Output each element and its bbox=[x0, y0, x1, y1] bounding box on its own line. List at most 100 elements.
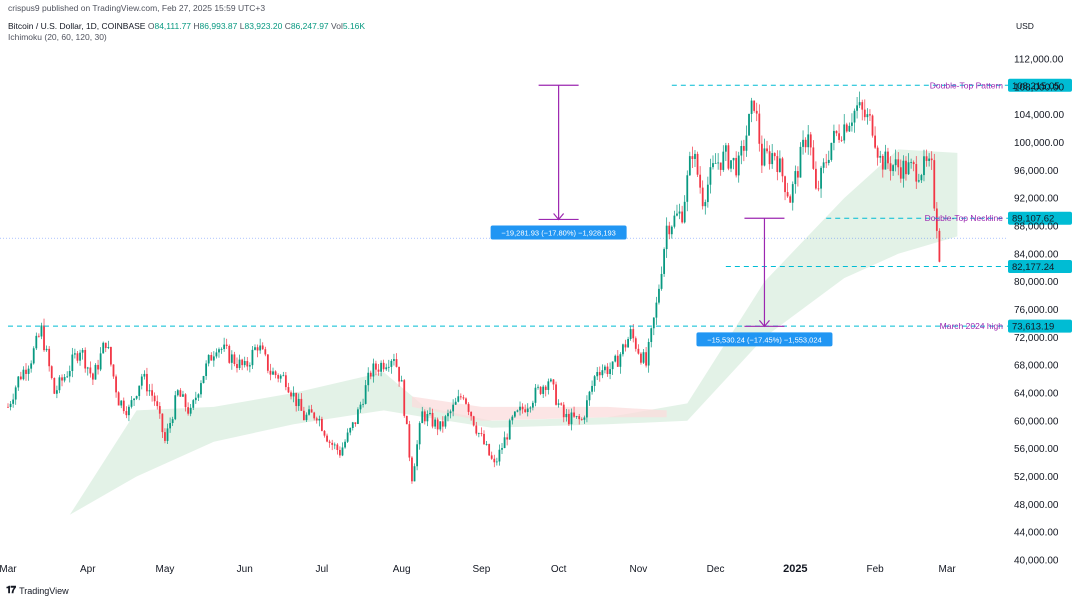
candle-body bbox=[681, 211, 684, 223]
volume-label: Vol bbox=[331, 21, 343, 31]
candle-body bbox=[261, 345, 264, 350]
horizontal-levels: Double-Top Pattern 108,215.05 Double-Top N… bbox=[8, 78, 1072, 333]
candle-body bbox=[12, 399, 15, 404]
candle-body bbox=[228, 345, 231, 363]
candle-body bbox=[719, 162, 722, 170]
candle-body bbox=[300, 398, 303, 411]
tradingview-logo[interactable]: 𝟏𝟕 TradingView bbox=[6, 585, 69, 596]
candle-body bbox=[521, 406, 524, 410]
candle-body bbox=[9, 403, 12, 408]
candle-body bbox=[55, 390, 58, 394]
candle-body bbox=[284, 375, 287, 388]
y-tick-label: 52,000.00 bbox=[1014, 472, 1059, 483]
measure-label-box bbox=[490, 225, 627, 240]
candle-body bbox=[740, 146, 743, 156]
x-tick-label: Aug bbox=[393, 564, 411, 575]
candle-body bbox=[112, 364, 115, 377]
candle-body bbox=[578, 416, 581, 420]
candle-body bbox=[81, 349, 84, 353]
candle-body bbox=[753, 100, 756, 111]
symbol-legend[interactable]: Bitcoin / U.S. Dollar, 1D, COINBASE O84,… bbox=[8, 21, 365, 31]
candle-body bbox=[840, 139, 843, 141]
candle-body bbox=[498, 449, 501, 462]
candle-body bbox=[660, 273, 663, 289]
y-tick-label: 112,000.00 bbox=[1014, 54, 1064, 65]
candle-body bbox=[102, 342, 105, 354]
candle-body bbox=[390, 360, 393, 367]
candle-body bbox=[372, 363, 375, 377]
level-price-label: 108,215.05 bbox=[1012, 81, 1060, 92]
candle-body bbox=[812, 147, 815, 169]
candle-body bbox=[426, 414, 429, 422]
candle-body bbox=[809, 134, 812, 148]
candle-body bbox=[688, 156, 691, 176]
candle-body bbox=[341, 447, 344, 456]
candle-body bbox=[266, 354, 269, 371]
candle-body bbox=[748, 113, 750, 136]
candle-body bbox=[89, 367, 92, 374]
candle-body bbox=[930, 158, 933, 161]
candle-body bbox=[727, 145, 730, 169]
candle-body bbox=[488, 444, 491, 456]
candle-body bbox=[495, 461, 498, 463]
candle-body bbox=[892, 165, 895, 172]
candle-body bbox=[130, 400, 133, 407]
candle-body bbox=[210, 354, 213, 361]
candle-body bbox=[369, 372, 372, 377]
candle-body bbox=[416, 444, 419, 467]
candle-body bbox=[200, 383, 202, 395]
candle-body bbox=[575, 416, 578, 417]
candle-body bbox=[647, 342, 650, 366]
x-tick-label: Dec bbox=[707, 564, 725, 575]
candle-body bbox=[179, 390, 182, 397]
candle-body bbox=[395, 359, 398, 367]
candle-body bbox=[171, 419, 174, 424]
candle-body bbox=[385, 367, 388, 370]
candle-body bbox=[907, 162, 910, 175]
cloud-bear bbox=[412, 396, 667, 421]
candle-body bbox=[444, 416, 447, 427]
candle-body bbox=[459, 396, 462, 398]
candle-body bbox=[845, 124, 848, 132]
candle-body bbox=[573, 412, 575, 417]
candle-body bbox=[321, 418, 323, 431]
candle-body bbox=[745, 135, 748, 151]
candle-body bbox=[881, 155, 884, 170]
candle-body bbox=[302, 410, 305, 421]
candle-body bbox=[233, 354, 236, 365]
indicator-legend[interactable]: Ichimoku (20, 60, 120, 30) bbox=[8, 32, 107, 42]
candle-body bbox=[436, 419, 439, 430]
candle-body bbox=[925, 156, 928, 161]
x-tick-label: Feb bbox=[866, 564, 884, 575]
candle-body bbox=[50, 366, 53, 378]
candle-body bbox=[483, 433, 485, 445]
candle-body bbox=[143, 373, 146, 377]
y-tick-label: 72,000.00 bbox=[1014, 333, 1059, 344]
candle-body bbox=[784, 176, 786, 193]
candle-body bbox=[668, 225, 671, 235]
candle-body bbox=[110, 346, 112, 365]
candle-body bbox=[413, 466, 416, 482]
candle-body bbox=[94, 364, 97, 380]
candle-body bbox=[292, 392, 295, 397]
candle-body bbox=[403, 380, 406, 416]
currency-label[interactable]: USD bbox=[1016, 21, 1034, 31]
high-label: H bbox=[193, 21, 200, 31]
candle-body bbox=[63, 377, 66, 381]
symbol-name[interactable]: Bitcoin / U.S. Dollar, 1D, COINBASE bbox=[8, 21, 146, 31]
candle-body bbox=[539, 386, 542, 394]
candle-body bbox=[601, 370, 604, 376]
y-tick-label: 48,000.00 bbox=[1014, 500, 1059, 511]
candle-body bbox=[822, 162, 825, 168]
x-tick-label: Oct bbox=[551, 564, 567, 575]
level-name: Double-Top Neckline bbox=[925, 213, 1004, 223]
candle-body bbox=[349, 427, 352, 433]
candle-body bbox=[879, 155, 882, 158]
candle-body bbox=[580, 419, 583, 420]
close-value: 86,247.97 bbox=[290, 21, 329, 31]
x-tick-label: May bbox=[155, 564, 174, 575]
y-tick-label: 56,000.00 bbox=[1014, 444, 1059, 455]
candle-body bbox=[619, 354, 622, 367]
y-tick-label: 44,000.00 bbox=[1014, 528, 1059, 539]
